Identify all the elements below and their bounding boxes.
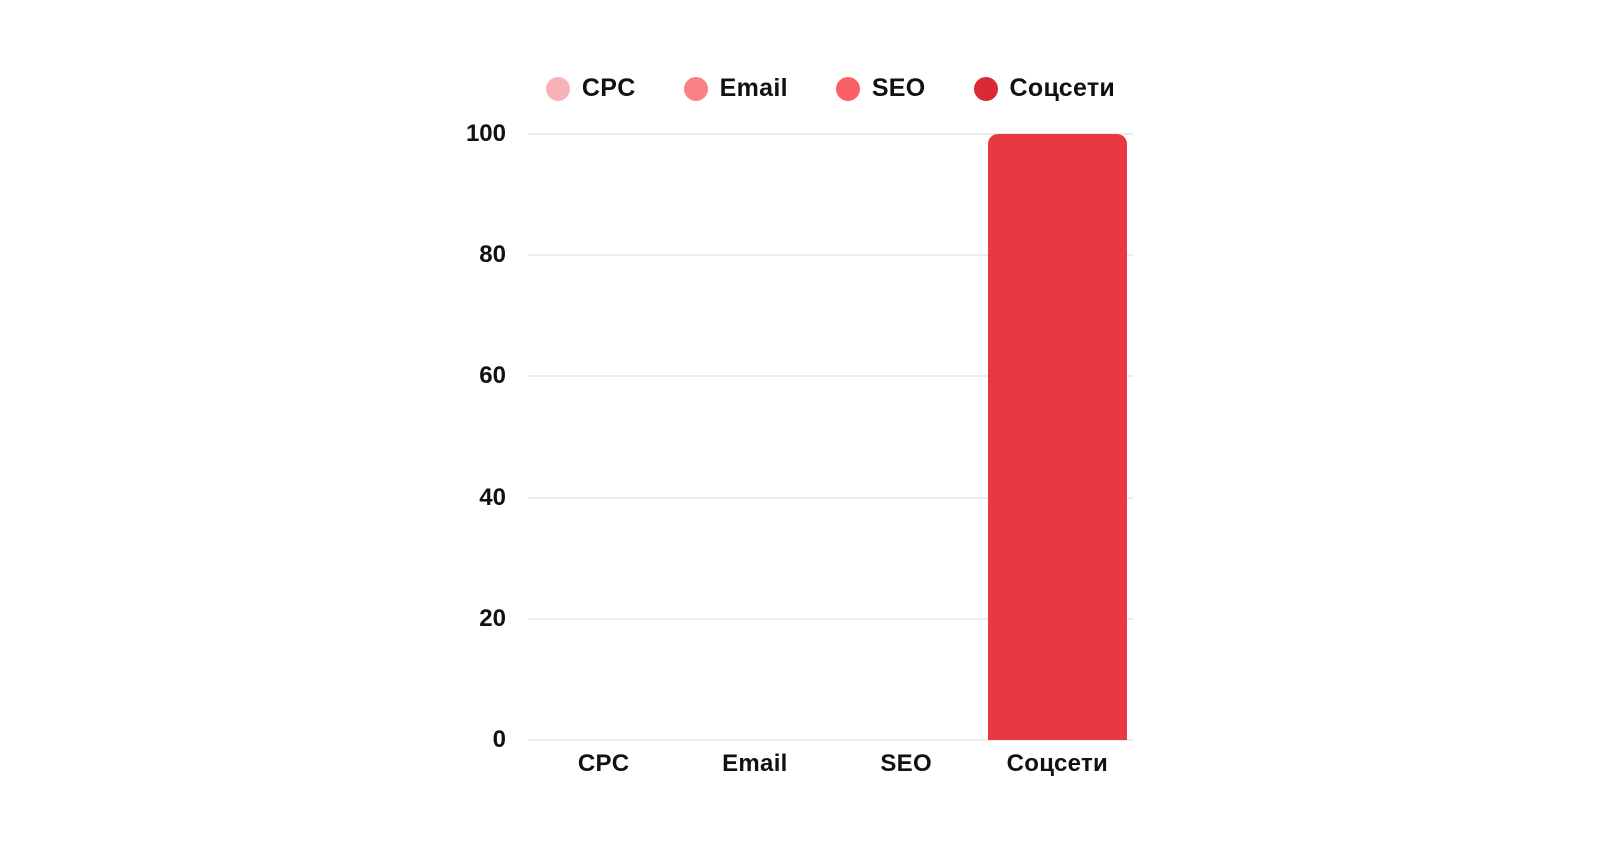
bar-slot-cpc [528, 134, 679, 740]
bar-slot-seo [831, 134, 982, 740]
x-axis-label-cpc: CPC [577, 750, 630, 777]
legend-color-dot-icon [973, 76, 998, 101]
y-axis-tick-label: 40 [479, 483, 506, 511]
y-axis-tick-label: 20 [479, 604, 506, 632]
legend-item-label: CPC [581, 74, 636, 102]
chart-legend: CPC Email SEO Соцсети [528, 74, 1133, 103]
x-axis-label-соцсети: Соцсети [1006, 750, 1109, 777]
gridline-y-100 [528, 133, 1133, 135]
y-axis-tick-label: 0 [492, 726, 506, 753]
gridline-y-20 [528, 617, 1133, 620]
legend-color-dot-icon [835, 76, 860, 101]
bar-slot-соцсети [982, 134, 1133, 740]
legend-item-соцсети[interactable]: Соцсети [973, 74, 1116, 103]
bar-slot-email [679, 134, 830, 740]
y-axis-tick-label: 60 [479, 362, 506, 390]
legend-item-label: Соцсети [1009, 74, 1116, 102]
x-axis-label-seo: SEO [880, 750, 932, 777]
gridline-y-60 [528, 375, 1133, 378]
legend-item-email[interactable]: Email [683, 74, 788, 103]
bar-соцсети[interactable] [987, 134, 1127, 740]
legend-item-cpc[interactable]: CPC [545, 74, 636, 103]
gridline-y-40 [528, 496, 1133, 499]
plot-area: CPC Email SEO Соцсети 0 20 40 60 80 100 [466, 122, 1133, 777]
gridline-y-80 [528, 254, 1133, 257]
legend-color-dot-icon [545, 76, 570, 101]
x-axis-label-email: Email [722, 750, 788, 777]
bars-container [528, 134, 1133, 740]
legend-item-label: SEO [871, 74, 926, 102]
x-axis-labels: CPC Email SEO Соцсети [528, 750, 1133, 778]
gridline-y-0 [528, 739, 1133, 741]
y-axis-tick-label: 100 [465, 120, 506, 147]
legend-item-seo[interactable]: SEO [835, 74, 926, 103]
y-axis-tick-label: 80 [479, 241, 506, 269]
legend-color-dot-icon [683, 76, 708, 101]
legend-item-label: Email [719, 74, 788, 102]
